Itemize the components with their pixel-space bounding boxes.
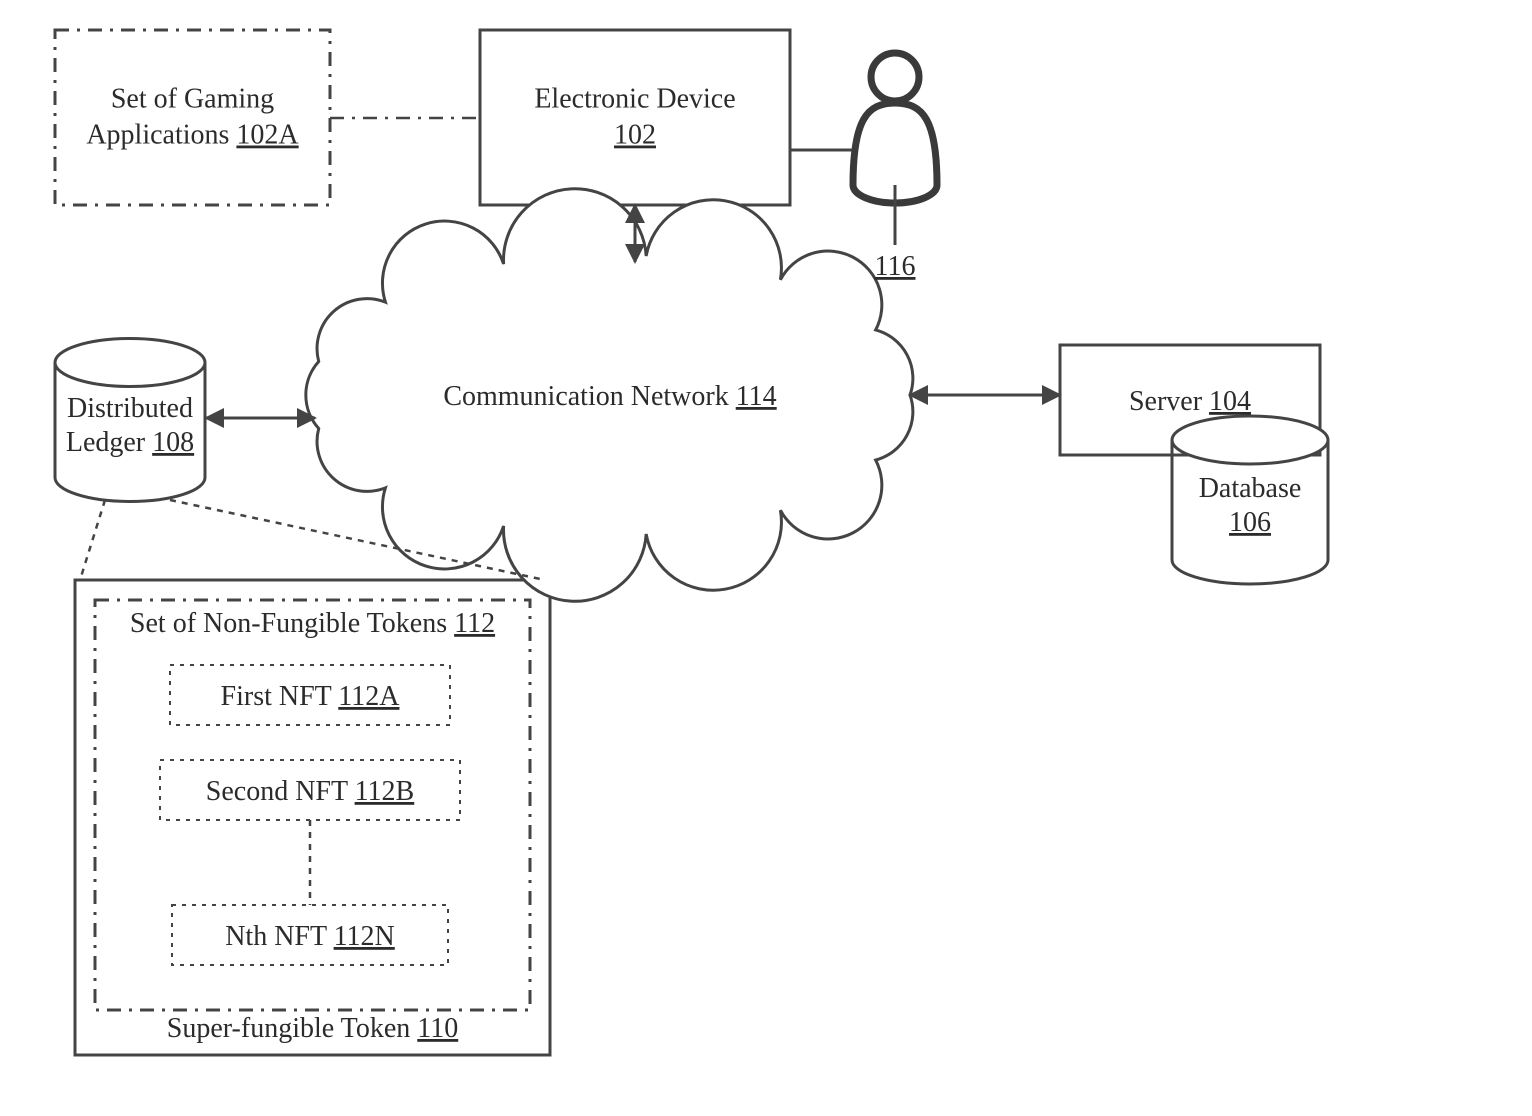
svg-text:Set of Non-Fungible Tokens 112: Set of Non-Fungible Tokens 112 — [130, 608, 495, 639]
svg-text:Database: Database — [1199, 473, 1302, 504]
svg-text:106: 106 — [1229, 507, 1271, 538]
gaming_apps — [55, 30, 330, 205]
svg-text:Set of Gaming: Set of Gaming — [111, 84, 274, 115]
svg-text:Server 104: Server 104 — [1129, 386, 1251, 417]
svg-text:116: 116 — [875, 251, 916, 282]
svg-text:Applications 102A: Applications 102A — [86, 120, 299, 151]
svg-text:Electronic Device: Electronic Device — [534, 84, 735, 115]
svg-text:Distributed: Distributed — [67, 393, 193, 424]
svg-text:Second NFT 112B: Second NFT 112B — [206, 776, 414, 807]
svg-text:First NFT 112A: First NFT 112A — [221, 681, 401, 712]
user-icon — [853, 53, 937, 203]
svg-text:102: 102 — [614, 120, 656, 151]
svg-text:Ledger 108: Ledger 108 — [66, 427, 194, 458]
svg-text:Communication Network 114: Communication Network 114 — [443, 381, 776, 412]
device — [480, 30, 790, 205]
svg-text:Nth NFT 112N: Nth NFT 112N — [225, 921, 395, 952]
sft — [75, 580, 550, 1055]
svg-text:Super-fungible Token 110: Super-fungible Token 110 — [167, 1013, 458, 1044]
